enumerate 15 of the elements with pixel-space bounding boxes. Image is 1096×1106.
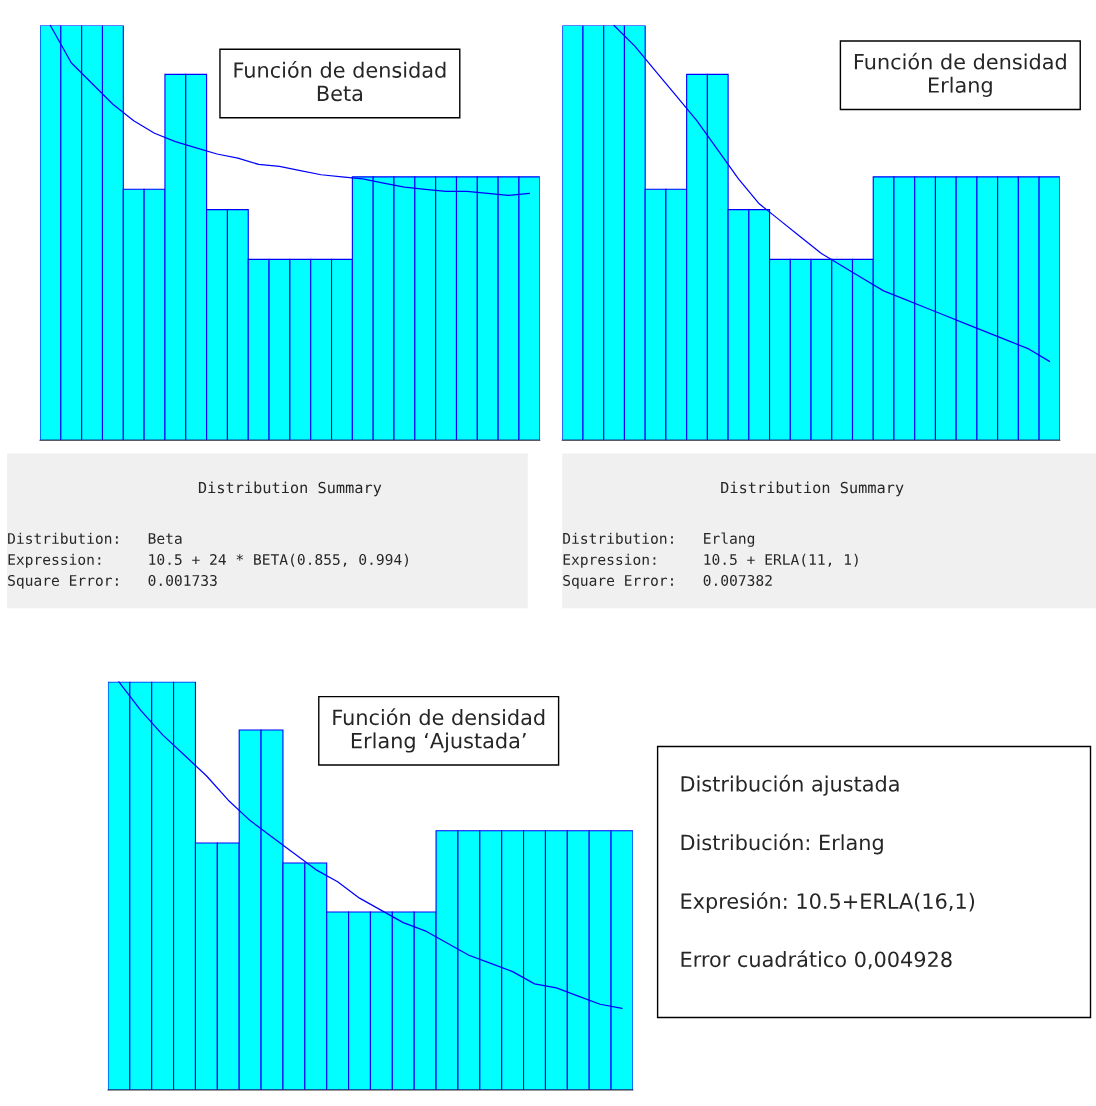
- annotation: Función de densidad Erlang: [854, 52, 1066, 97]
- text: Expresión: 10.5+ERLA(16,1): [681, 892, 975, 913]
- text: Distribution: Erlang: [563, 532, 755, 547]
- text: Distribution Summary: [721, 481, 904, 497]
- text: Square Error: 0.007382: [563, 574, 772, 589]
- annotation: Función de densidad Beta: [234, 60, 446, 102]
- text: Expression: 10.5 + ERLA(11, 1): [563, 553, 858, 568]
- annotation: Función de densidad Erlang ‘Ajustada’: [333, 708, 545, 753]
- text: Distribución: Erlang: [681, 833, 883, 855]
- text: Distribución ajustada: [681, 774, 899, 796]
- text: Error cuadrático 0,004928: [681, 950, 952, 970]
- text: Distribution Summary: [198, 481, 382, 497]
- text: Distribution: Beta: [8, 532, 182, 544]
- text: Square Error: 0.001733: [8, 574, 217, 589]
- text: Expression: 10.5 + 24 * BETA(0.855, 0.994): [8, 553, 408, 568]
